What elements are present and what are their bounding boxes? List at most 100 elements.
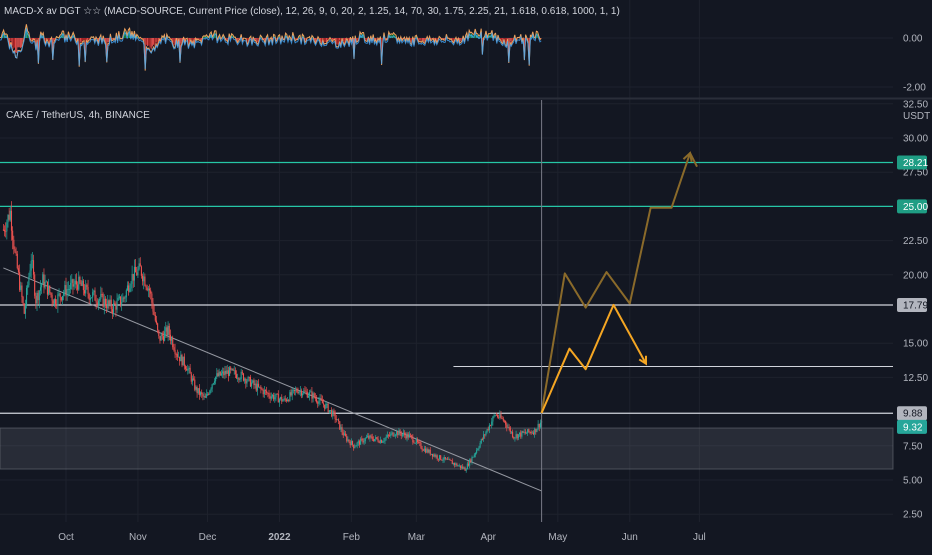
candle-body-444 <box>517 434 519 439</box>
candle-body-127 <box>150 290 152 294</box>
candle-body-69 <box>82 280 84 291</box>
candle-body-255 <box>298 391 300 394</box>
candle-body-414 <box>483 434 485 440</box>
candle-body-340 <box>397 431 399 436</box>
candle-body-275 <box>321 399 323 404</box>
candle-body-398 <box>464 467 466 471</box>
indicator-pane <box>0 24 893 88</box>
candle-body-287 <box>335 418 337 420</box>
candle-body-49 <box>59 293 61 298</box>
candle-body-391 <box>456 463 458 466</box>
indicator-title: MACD-X av DGT ☆☆ (MACD-SOURCE, Current P… <box>4 6 620 17</box>
candle-body-84 <box>100 294 102 299</box>
candle-body-60 <box>72 279 74 287</box>
y-tick-label-6: 15.00 <box>903 339 928 350</box>
candle-body-125 <box>147 288 149 291</box>
candle-body-161 <box>189 367 191 374</box>
candle-body-235 <box>275 393 277 398</box>
candle-body-330 <box>385 437 387 439</box>
candle-body-13 <box>17 268 19 273</box>
candle-body-357 <box>416 439 419 442</box>
candle-body-137 <box>161 334 163 337</box>
candle-body-24 <box>30 260 32 271</box>
y-tick-label-1: 30.00 <box>903 134 928 145</box>
candle-body-5 <box>8 214 10 220</box>
y-tick-label-8: 7.50 <box>903 441 923 452</box>
candle-body-147 <box>173 347 175 351</box>
candle-body-89 <box>106 305 108 309</box>
candle-body-373 <box>435 455 437 457</box>
candle-body-14 <box>19 272 21 290</box>
level-badge-label-2: 17.79 <box>903 301 928 312</box>
candle-body-4 <box>7 214 9 223</box>
candle-body-283 <box>331 410 333 417</box>
candle-body-417 <box>486 429 488 433</box>
x-tick-label-0: Oct <box>58 532 74 543</box>
candle-body-423 <box>493 415 495 417</box>
candle-body-253 <box>296 389 298 392</box>
candle-body-384 <box>448 459 450 460</box>
candle-body-265 <box>310 391 312 393</box>
candle-body-59 <box>71 279 73 283</box>
candle-body-220 <box>258 383 260 387</box>
candle-body-71 <box>85 284 87 294</box>
candle-body-269 <box>314 397 316 399</box>
candle-body-199 <box>233 370 235 372</box>
candle-body-15 <box>20 285 22 290</box>
candle-body-388 <box>452 462 454 465</box>
candle-body-193 <box>226 370 228 374</box>
candle-body-382 <box>445 458 448 460</box>
candle-body-267 <box>312 393 314 399</box>
current-price-badge <box>897 419 927 434</box>
candle-body-394 <box>459 465 461 468</box>
candle-body-212 <box>248 377 250 378</box>
candle-body-239 <box>280 397 282 400</box>
candle-body-420 <box>490 425 492 427</box>
candle-body-167 <box>196 387 198 394</box>
candle-body-462 <box>538 423 540 428</box>
candle-body-46 <box>56 305 58 306</box>
candle-body-362 <box>422 449 424 451</box>
candle-body-435 <box>507 427 509 428</box>
candle-body-51 <box>61 295 64 301</box>
candle-body-434 <box>506 424 508 428</box>
y-tick-label-4: 22.50 <box>903 236 928 247</box>
candle-body-352 <box>411 435 413 437</box>
x-tick-label-9: Jul <box>693 532 706 543</box>
candle-body-73 <box>87 287 89 295</box>
candle-body-454 <box>529 431 531 433</box>
candle-body-30 <box>37 292 39 301</box>
candle-body-172 <box>202 393 204 397</box>
candle-body-334 <box>390 433 392 436</box>
y-tick-label-5: 20.00 <box>903 270 928 281</box>
candle-body-142 <box>167 325 169 336</box>
candle-body-264 <box>309 392 311 396</box>
projection-light <box>540 303 647 414</box>
candle-body-233 <box>273 395 275 400</box>
candle-body-230 <box>269 396 271 399</box>
candle-body-404 <box>471 456 473 463</box>
candle-body-326 <box>380 439 383 443</box>
candle-body-386 <box>450 460 452 461</box>
candle-body-136 <box>160 334 162 341</box>
candle-body-102 <box>121 302 123 305</box>
level-badge-label-3: 9.88 <box>903 409 923 420</box>
indicator-line-orange <box>0 24 542 71</box>
candle-body-399 <box>465 469 467 471</box>
candle-body-129 <box>152 302 154 312</box>
candle-body-245 <box>287 399 289 402</box>
candle-body-433 <box>505 420 507 425</box>
candle-body-458 <box>534 428 536 435</box>
candle-body-296 <box>346 435 348 441</box>
x-tick-label-7: May <box>548 532 567 543</box>
candle-body-368 <box>429 449 431 455</box>
candle-body-380 <box>443 457 445 461</box>
candle-body-90 <box>107 300 109 309</box>
candle-body-256 <box>299 390 301 392</box>
candle-body-103 <box>122 297 124 303</box>
candle-body-10 <box>14 248 16 252</box>
level-badge-label-1: 25.00 <box>903 202 928 213</box>
candle-body-9 <box>13 239 15 249</box>
